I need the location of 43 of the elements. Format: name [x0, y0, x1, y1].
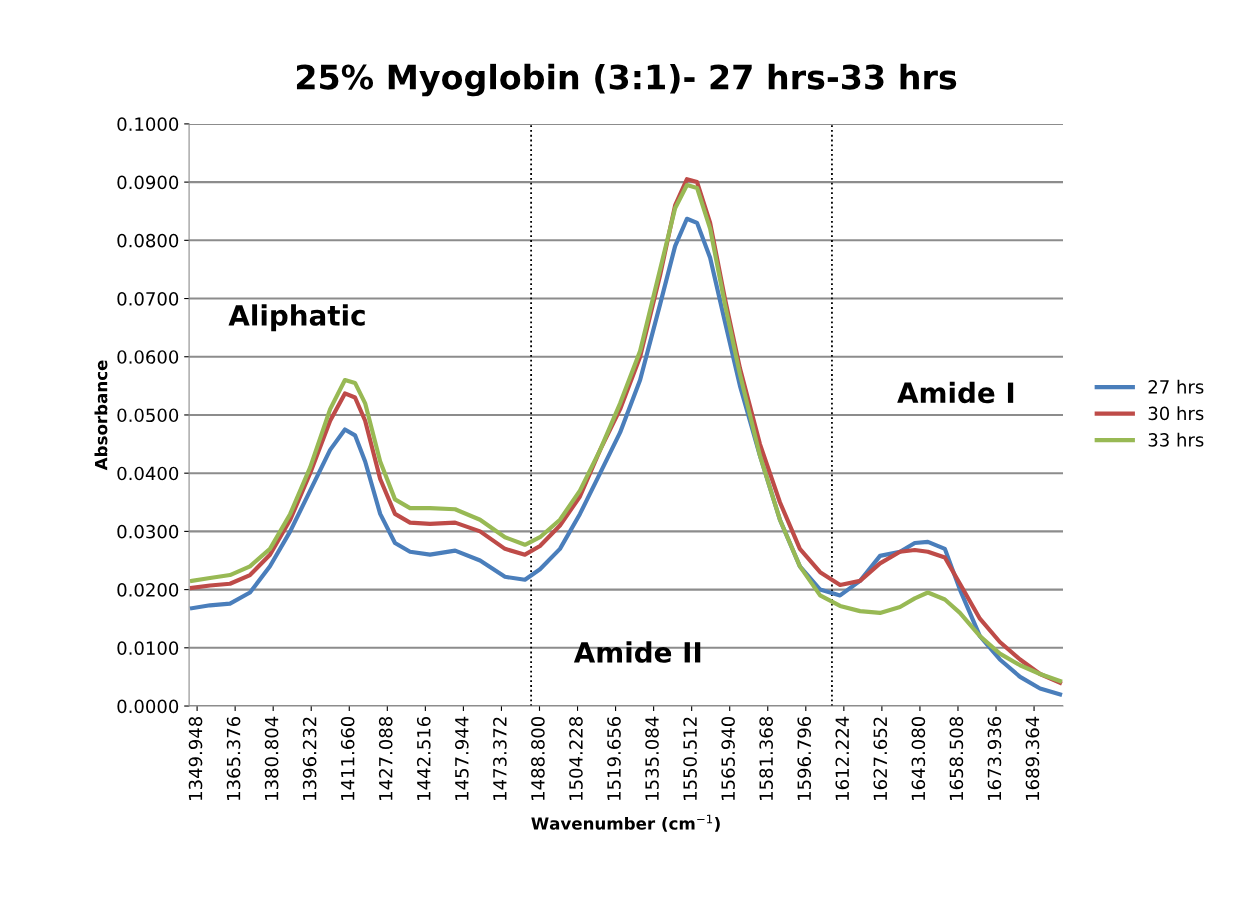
x-tick-label: 1596.796 [797, 716, 812, 800]
annotation: Amide I [897, 381, 1014, 404]
y-tick-label: 0.0100 [117, 641, 179, 655]
y-tick-label: 0.0200 [117, 583, 179, 597]
x-tick-label: 1673.936 [987, 716, 1002, 800]
x-tick-label: 1349.948 [188, 716, 203, 800]
x-tick-label: 1565.940 [721, 716, 735, 800]
x-tick-label: 1504.228 [569, 716, 583, 800]
x-tick-label: 1473.372 [493, 717, 507, 800]
x-tick-label: 1519.656 [607, 716, 621, 800]
legend-label: 33 hrs [1148, 432, 1204, 447]
y-axis-title: Absorbance [94, 360, 108, 471]
annotation: Amide II [573, 641, 701, 663]
y-tick-label: 0.0000 [117, 699, 179, 714]
x-tick-label: 1411.660 [340, 716, 355, 800]
x-tick-label: 1612.224 [835, 716, 850, 800]
x-tick-label: 1581.368 [759, 716, 773, 800]
x-tick-label: 1535.084 [645, 716, 659, 800]
x-tick-label: 1380.804 [264, 716, 279, 800]
x-tick-label: 1442.516 [416, 716, 431, 800]
y-tick-label: 0.0500 [117, 408, 179, 423]
x-tick-label: 1627.652 [873, 717, 888, 800]
x-tick-label: 1488.800 [531, 716, 545, 800]
x-tick-label: 1365.376 [226, 716, 241, 800]
y-tick-label: 0.0600 [117, 350, 179, 364]
x-tick-label: 1658.508 [949, 716, 964, 800]
x-tick-label: 1396.232 [302, 717, 317, 800]
annotation: Aliphatic [228, 304, 365, 332]
x-tick-label: 1643.080 [911, 716, 926, 800]
y-tick-label: 0.0800 [117, 233, 179, 248]
legend-label: 30 hrs [1148, 406, 1204, 421]
y-tick-label: 0.0900 [117, 175, 179, 190]
y-tick-label: 0.0300 [117, 524, 179, 539]
x-tick-label: 1457.944 [454, 716, 469, 800]
x-tick-label: 1427.088 [378, 716, 393, 800]
chart-title: 25% Myoglobin (3:1)- 27 hrs-33 hrs [296, 63, 957, 97]
legend-label: 27 hrs [1148, 379, 1204, 394]
x-axis-title: Wavenumber (cm$^{−1}$) [531, 814, 720, 832]
y-tick-label: 0.1000 [117, 117, 179, 132]
x-tick-label: 1689.364 [1025, 716, 1040, 800]
x-tick-label: 1550.512 [683, 717, 697, 800]
y-tick-label: 0.0700 [117, 291, 179, 306]
y-tick-label: 0.0400 [117, 466, 179, 481]
